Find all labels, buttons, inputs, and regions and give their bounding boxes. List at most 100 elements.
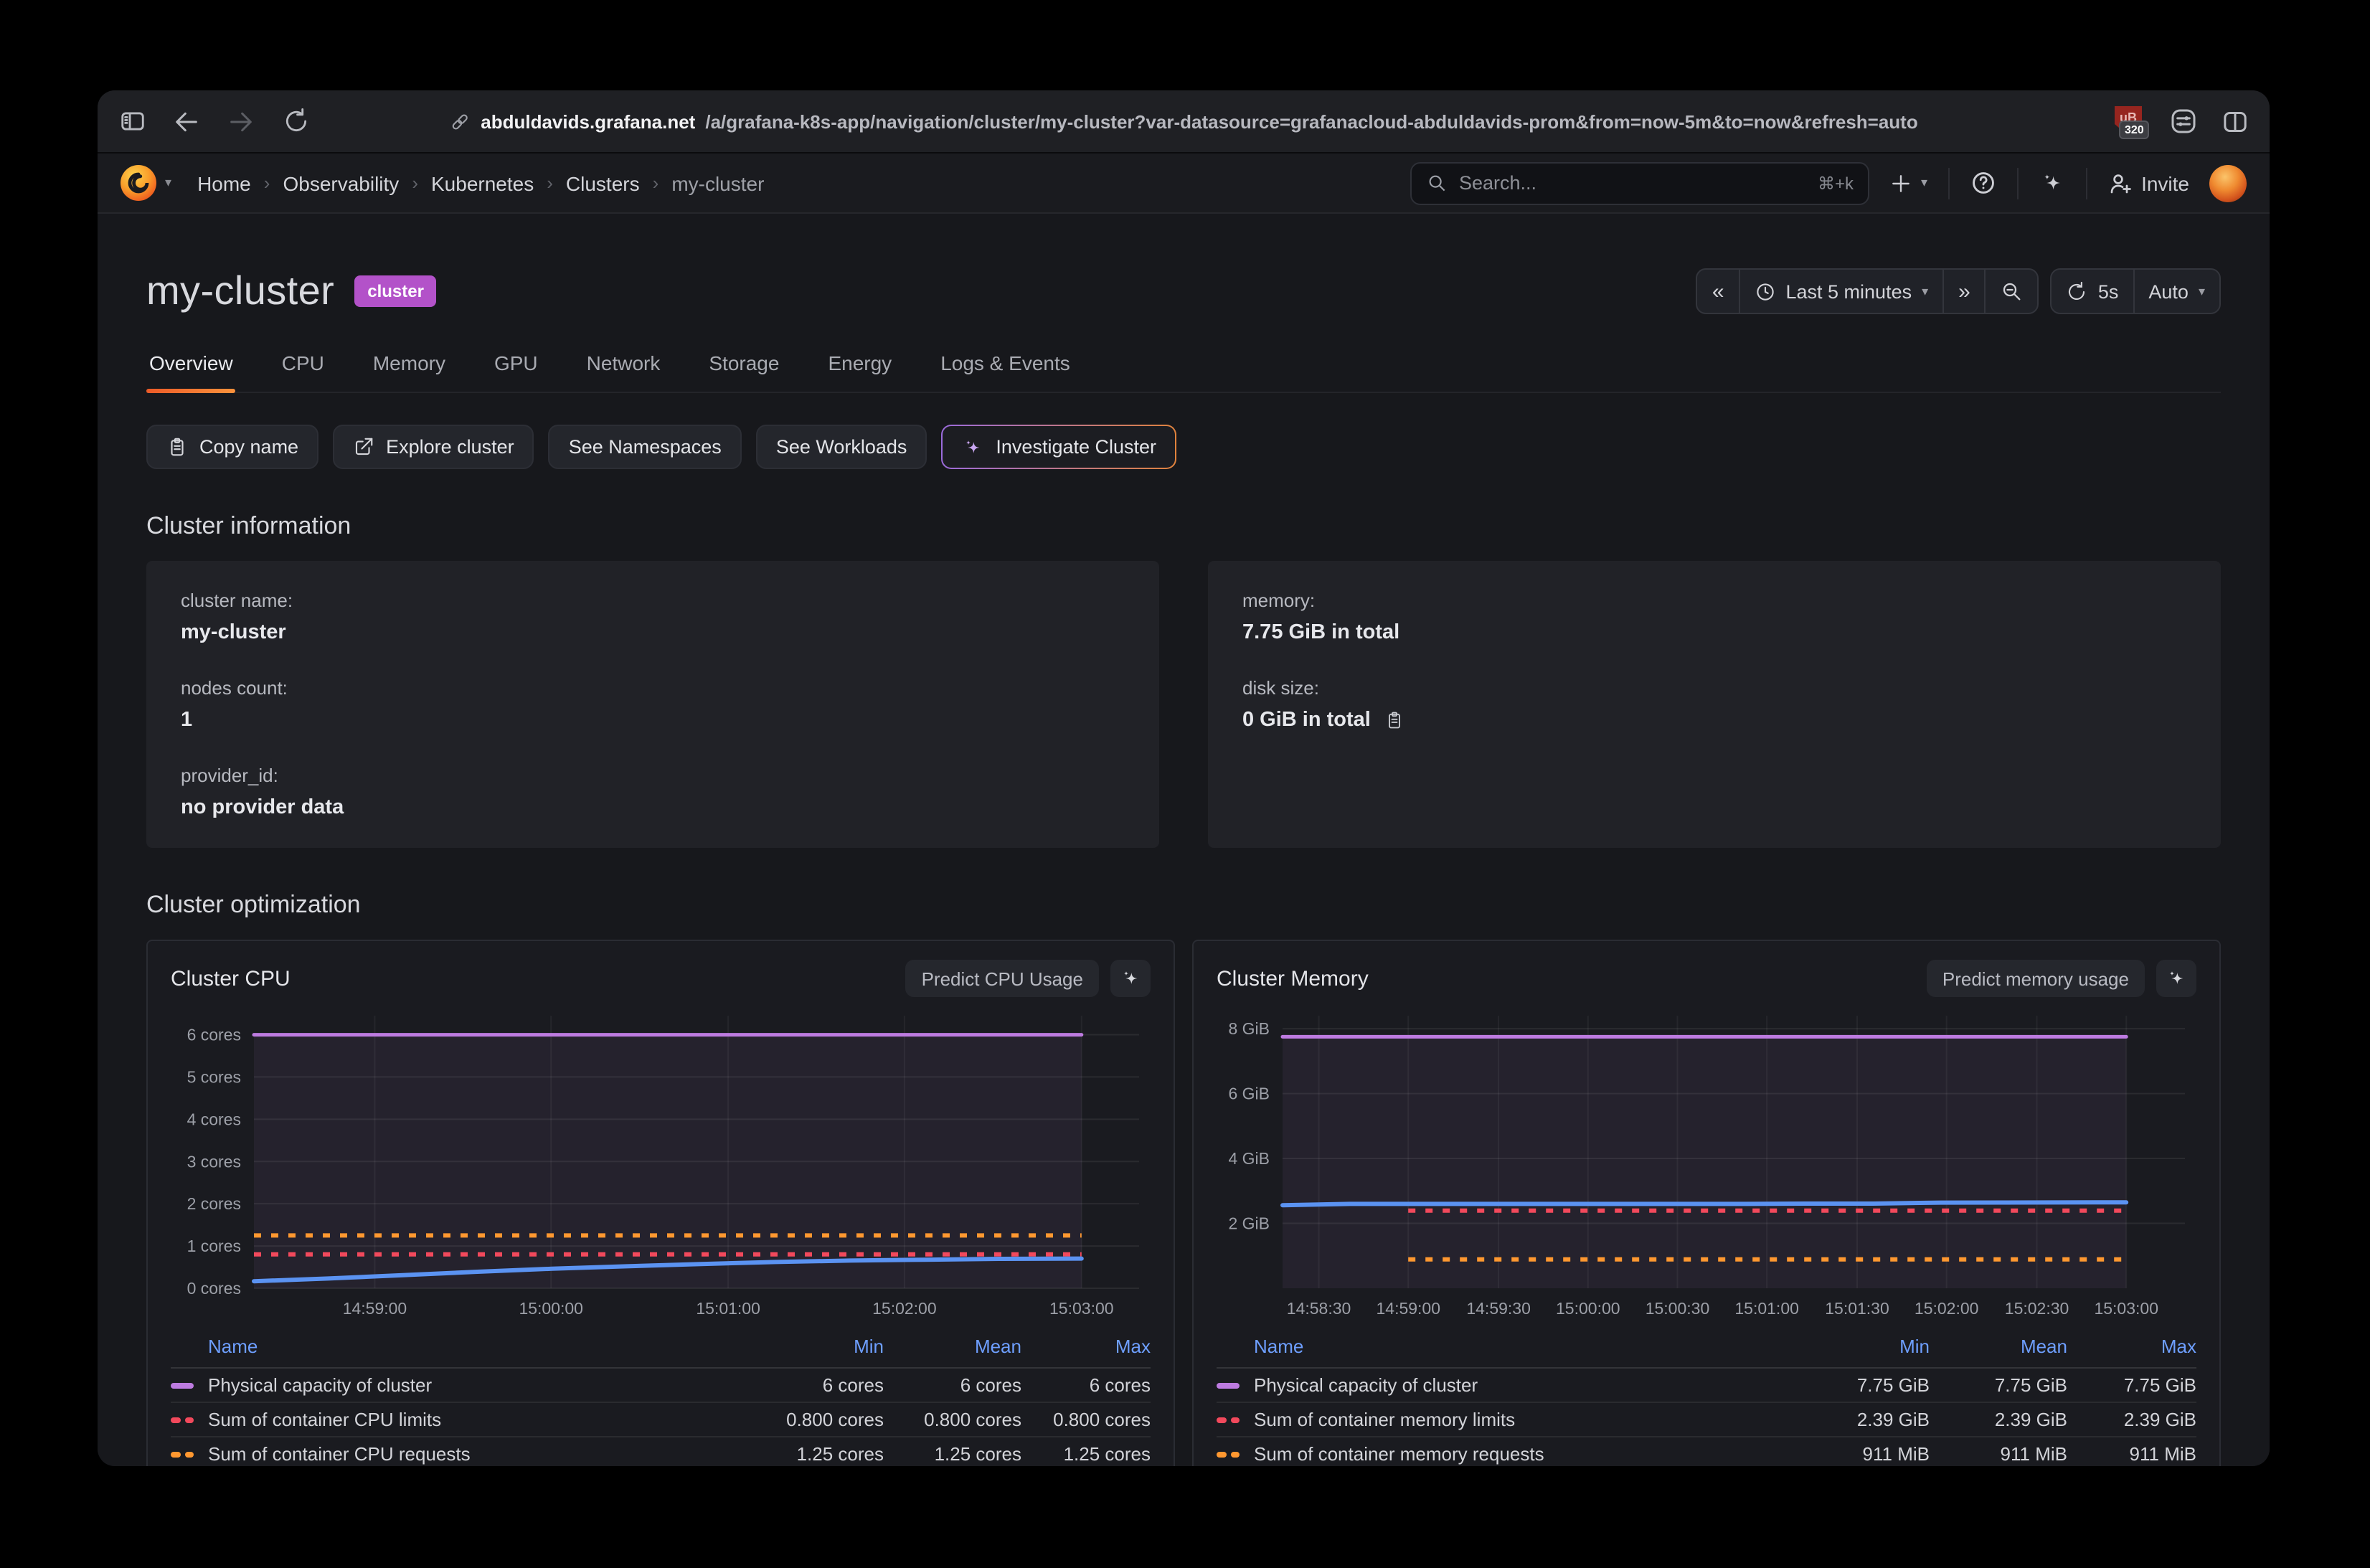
panel-header-actions: Predict CPU Usage	[905, 960, 1151, 997]
invite-button[interactable]: Invite	[2104, 164, 2192, 202]
time-range-picker[interactable]: Last 5 minutes ▾	[1738, 270, 1943, 313]
time-shift-back-button[interactable]: «	[1712, 279, 1724, 303]
breadcrumb-clusters[interactable]: Clusters	[565, 171, 640, 194]
add-new-button[interactable]: ▾	[1887, 166, 1930, 200]
divider	[2016, 167, 2019, 199]
cluster-info-panels: cluster name: my-cluster nodes count: 1 …	[146, 561, 2221, 848]
memory-field: memory: 7.75 GiB in total	[1242, 590, 2186, 644]
legend-col-mean[interactable]: Mean	[2020, 1336, 2067, 1357]
copy-name-button[interactable]: Copy name	[146, 425, 319, 469]
series-max: 1.25 cores	[1063, 1443, 1151, 1465]
series-mean: 1.25 cores	[934, 1443, 1021, 1465]
forward-icon[interactable]	[227, 107, 255, 136]
grafana-logo[interactable]	[121, 165, 156, 201]
time-shift-forward-button[interactable]: »	[1942, 270, 1985, 313]
investigate-cluster-button[interactable]: Investigate Cluster	[941, 425, 1176, 469]
legend-col-max[interactable]: Max	[2161, 1336, 2196, 1357]
series-name[interactable]: Sum of container CPU limits	[208, 1409, 442, 1430]
explore-cluster-button[interactable]: Explore cluster	[333, 425, 534, 469]
tab-cpu[interactable]: CPU	[281, 351, 324, 374]
sidebar-toggle-icon[interactable]	[118, 107, 146, 136]
svg-text:14:59:00: 14:59:00	[1376, 1299, 1440, 1318]
split-view-icon[interactable]	[2221, 107, 2249, 136]
panel-assistant-button[interactable]	[2156, 960, 2196, 997]
predict-cpu-usage-button[interactable]: Predict CPU Usage	[905, 960, 1099, 997]
cluster-name-field: cluster name: my-cluster	[181, 590, 1125, 644]
url-bar[interactable]: abduldavids.grafana.net/a/grafana-k8s-ap…	[449, 110, 1918, 132]
chevron-down-icon: ▾	[1922, 283, 1929, 298]
panel-title-cluster-memory[interactable]: Cluster Memory	[1217, 966, 1369, 991]
legend-header: Name Min Mean Max	[1217, 1328, 2196, 1369]
legend-col-min[interactable]: Min	[1899, 1336, 1930, 1357]
sparkle-icon	[2169, 971, 2183, 984]
nodes-count-field: nodes count: 1	[181, 677, 1125, 732]
help-button[interactable]	[1966, 164, 1999, 202]
breadcrumb-my-cluster[interactable]: my-cluster	[671, 171, 765, 194]
chevron-down-icon: ▾	[2198, 283, 2205, 298]
cluster-memory-chart[interactable]: 2 GiB 4 GiB 6 GiB 8 GiB 14:58:30 14:59:00 14:5…	[1217, 1004, 2196, 1326]
legend-col-name[interactable]: Name	[208, 1336, 258, 1357]
svg-text:4 cores: 4 cores	[187, 1110, 241, 1128]
series-name[interactable]: Sum of container memory limits	[1254, 1409, 1516, 1430]
legend-col-min[interactable]: Min	[854, 1336, 884, 1357]
divider	[1948, 167, 1950, 199]
clock-icon	[1756, 283, 1774, 300]
org-switcher-chevron-icon[interactable]: ▾	[165, 175, 172, 189]
legend-row: Sum of container memory limits 2.39 GiB …	[1217, 1403, 2196, 1437]
series-mean: 7.75 GiB	[1994, 1374, 2067, 1396]
refresh-button[interactable]: 5s	[2052, 270, 2133, 313]
grafana-assistant-button[interactable]	[2035, 164, 2068, 202]
legend-col-max[interactable]: Max	[1115, 1336, 1151, 1357]
series-name[interactable]: Sum of container CPU requests	[208, 1443, 471, 1465]
series-min: 1.25 cores	[796, 1443, 884, 1465]
predict-memory-usage-button[interactable]: Predict memory usage	[1926, 960, 2145, 997]
avatar[interactable]	[2209, 164, 2247, 202]
browser-toolbar: abduldavids.grafana.net/a/grafana-k8s-ap…	[98, 90, 2270, 154]
tab-logs-events[interactable]: Logs & Events	[940, 351, 1070, 374]
tab-energy[interactable]: Energy	[828, 351, 892, 374]
refresh-mode-picker[interactable]: Auto ▾	[2133, 270, 2219, 313]
cluster-info-left-panel: cluster name: my-cluster nodes count: 1 …	[146, 561, 1159, 848]
tab-overview[interactable]: Overview	[146, 340, 237, 393]
series-name[interactable]: Physical capacity of cluster	[208, 1374, 433, 1396]
clipboard-icon[interactable]	[1385, 710, 1405, 730]
see-workloads-button[interactable]: See Workloads	[755, 425, 927, 469]
svg-text:14:59:30: 14:59:30	[1466, 1299, 1531, 1318]
extension-badge: 320	[2119, 120, 2150, 138]
cluster-cpu-chart[interactable]: 0 cores 1 cores 2 cores 3 cores 4 cores 5 cor…	[171, 1004, 1151, 1326]
legend-col-mean[interactable]: Mean	[974, 1336, 1021, 1357]
series-name[interactable]: Sum of container memory requests	[1254, 1443, 1544, 1465]
legend-col-name[interactable]: Name	[1254, 1336, 1304, 1357]
breadcrumb-home[interactable]: Home	[197, 171, 251, 194]
series-swatch-red-dashed	[171, 1417, 194, 1422]
divider	[2085, 167, 2087, 199]
field-value: 7.75 GiB in total	[1242, 621, 1400, 644]
breadcrumb-separator: ›	[412, 172, 418, 194]
title-row: my-cluster cluster « Last 5 minutes ▾ »	[146, 268, 2221, 314]
tab-network[interactable]: Network	[586, 351, 661, 374]
search-icon	[1429, 175, 1445, 192]
tab-gpu[interactable]: GPU	[494, 351, 538, 374]
browser-settings-icon[interactable]	[2169, 107, 2198, 136]
action-buttons: Copy name Explore cluster See Namespaces…	[146, 425, 2221, 469]
search-field[interactable]	[1459, 172, 1806, 194]
svg-text:15:00:00: 15:00:00	[1556, 1299, 1620, 1318]
panel-assistant-button[interactable]	[1110, 960, 1151, 997]
breadcrumb-kubernetes[interactable]: Kubernetes	[431, 171, 534, 194]
tab-memory[interactable]: Memory	[372, 351, 445, 374]
search-input[interactable]: ⌘+k	[1410, 161, 1869, 204]
search-shortcut: ⌘+k	[1817, 173, 1854, 193]
breadcrumb-observability[interactable]: Observability	[283, 171, 400, 194]
series-swatch-red-dashed	[1217, 1417, 1240, 1422]
panel-title-cluster-cpu[interactable]: Cluster CPU	[171, 966, 291, 991]
zoom-out-button[interactable]	[1984, 270, 2038, 313]
reload-icon[interactable]	[281, 107, 310, 136]
series-name[interactable]: Physical capacity of cluster	[1254, 1374, 1478, 1396]
see-namespaces-button[interactable]: See Namespaces	[548, 425, 742, 469]
back-icon[interactable]	[172, 107, 201, 136]
adblock-extension-icon[interactable]: uB 320	[2115, 105, 2150, 138]
tab-storage[interactable]: Storage	[709, 351, 780, 374]
series-max: 7.75 GiB	[2123, 1374, 2196, 1396]
series-swatch-purple	[1217, 1382, 1240, 1388]
svg-text:15:01:00: 15:01:00	[696, 1299, 760, 1318]
